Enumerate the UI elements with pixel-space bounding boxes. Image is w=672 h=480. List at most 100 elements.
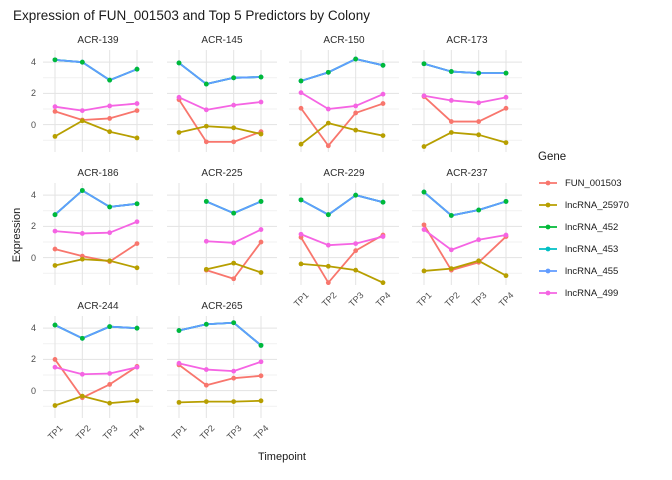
data-point-lncRNA_25970 — [421, 144, 427, 149]
series-line-lncRNA_499 — [178, 96, 262, 111]
legend-entry: lncRNA_499 — [538, 282, 629, 304]
series-line-lncRNA_453 — [54, 58, 138, 82]
data-point-lncRNA_25970 — [79, 393, 85, 399]
data-point-FUN_001503 — [325, 143, 331, 149]
data-point-FUN_001503 — [203, 139, 209, 145]
data-point-lncRNA_452 — [134, 325, 140, 331]
legend-key-icon — [539, 180, 557, 186]
data-point-lncRNA_25970 — [134, 265, 140, 271]
legend-key-icon — [539, 246, 557, 252]
data-point-lncRNA_25970 — [79, 118, 85, 124]
data-point-lncRNA_25970 — [448, 266, 454, 271]
legend-key-icon — [539, 202, 557, 208]
data-point-lncRNA_25970 — [52, 263, 58, 268]
legend-entry: FUN_001503 — [538, 172, 629, 194]
x-tick-label: TP2 — [73, 423, 93, 442]
series-line-lncRNA_455 — [423, 191, 507, 217]
data-point-lncRNA_452 — [325, 69, 331, 75]
data-point-lncRNA_499 — [203, 367, 209, 372]
series-line-lncRNA_25970 — [178, 399, 262, 404]
data-point-lncRNA_452 — [298, 78, 304, 84]
data-point-lncRNA_25970 — [353, 127, 359, 133]
series-line-lncRNA_25970 — [423, 131, 507, 148]
data-point-lncRNA_499 — [52, 104, 58, 110]
data-point-FUN_001503 — [52, 108, 58, 114]
series-line-lncRNA_455 — [54, 58, 138, 82]
data-point-FUN_001503 — [476, 119, 482, 124]
data-point-lncRNA_499 — [258, 227, 264, 232]
facet-panel — [167, 50, 277, 152]
x-tick-label: TP4 — [497, 290, 517, 309]
x-tick-label: TP3 — [346, 290, 366, 309]
data-point-lncRNA_25970 — [231, 399, 237, 404]
data-point-FUN_001503 — [52, 246, 58, 252]
data-point-lncRNA_25970 — [325, 263, 331, 269]
data-point-lncRNA_452 — [325, 212, 331, 218]
data-point-lncRNA_499 — [258, 99, 264, 105]
data-point-lncRNA_452 — [203, 199, 209, 204]
legend-entry-label: lncRNA_453 — [565, 243, 619, 255]
data-point-lncRNA_452 — [203, 321, 209, 327]
y-tick-label: 0 — [30, 119, 36, 130]
data-point-lncRNA_452 — [448, 69, 454, 74]
series-line-FUN_001503 — [54, 358, 138, 399]
y-tick-label: 2 — [30, 354, 36, 365]
series-line-FUN_001503 — [300, 234, 384, 284]
legend-title: Gene — [538, 151, 567, 163]
data-point-FUN_001503 — [503, 105, 509, 111]
data-point-lncRNA_25970 — [380, 280, 386, 285]
data-point-lncRNA_452 — [79, 188, 85, 193]
legend: Gene FUN_001503 lncRNA_25970 lncRNA_452 lnc… — [538, 151, 629, 304]
series-line-lncRNA_499 — [54, 366, 138, 376]
data-point-lncRNA_499 — [298, 90, 304, 96]
data-point-lncRNA_499 — [448, 247, 454, 253]
data-point-lncRNA_499 — [52, 228, 58, 234]
series-line-lncRNA_499 — [300, 233, 384, 247]
data-point-lncRNA_452 — [448, 213, 454, 218]
legend-entry-label: lncRNA_499 — [565, 287, 619, 299]
data-point-lncRNA_25970 — [203, 399, 209, 404]
data-point-lncRNA_499 — [380, 91, 386, 97]
data-point-lncRNA_25970 — [107, 400, 113, 406]
data-point-lncRNA_25970 — [298, 261, 304, 267]
x-tick-label: TP4 — [252, 423, 272, 442]
series-line-FUN_001503 — [54, 242, 138, 263]
legend-entry-label: FUN_001503 — [565, 177, 622, 189]
data-point-lncRNA_499 — [448, 98, 454, 103]
series-line-lncRNA_25970 — [300, 122, 384, 146]
data-point-lncRNA_499 — [107, 371, 113, 376]
data-point-lncRNA_499 — [503, 232, 509, 238]
data-point-FUN_001503 — [298, 105, 304, 111]
data-point-lncRNA_499 — [231, 102, 237, 108]
data-point-lncRNA_25970 — [176, 399, 182, 405]
facet-title: ACR-237 — [446, 168, 488, 179]
data-point-lncRNA_499 — [79, 108, 85, 114]
data-point-lncRNA_452 — [353, 56, 359, 62]
data-point-lncRNA_452 — [52, 57, 58, 63]
data-point-lncRNA_452 — [79, 335, 85, 341]
data-point-lncRNA_499 — [503, 94, 509, 100]
data-point-lncRNA_25970 — [107, 129, 113, 135]
legend-key-icon — [539, 268, 557, 274]
data-point-lncRNA_25970 — [258, 270, 264, 275]
data-point-lncRNA_499 — [476, 237, 482, 243]
data-point-lncRNA_499 — [52, 364, 58, 370]
data-point-lncRNA_25970 — [380, 133, 386, 138]
data-point-lncRNA_25970 — [503, 273, 509, 279]
facet-panel — [412, 50, 522, 152]
data-point-lncRNA_452 — [258, 199, 264, 204]
y-tick-label: 0 — [30, 385, 36, 396]
x-tick-label: TP4 — [128, 423, 148, 442]
facet-title: ACR-186 — [77, 168, 119, 179]
data-point-lncRNA_452 — [231, 320, 237, 326]
data-point-lncRNA_499 — [203, 238, 209, 244]
series-line-lncRNA_455 — [300, 194, 384, 216]
data-point-FUN_001503 — [380, 101, 386, 106]
data-point-FUN_001503 — [258, 373, 264, 379]
data-point-lncRNA_452 — [503, 70, 509, 76]
series-line-lncRNA_455 — [300, 58, 384, 82]
data-point-lncRNA_499 — [380, 234, 386, 239]
data-point-FUN_001503 — [52, 357, 58, 362]
data-point-lncRNA_452 — [476, 70, 482, 76]
